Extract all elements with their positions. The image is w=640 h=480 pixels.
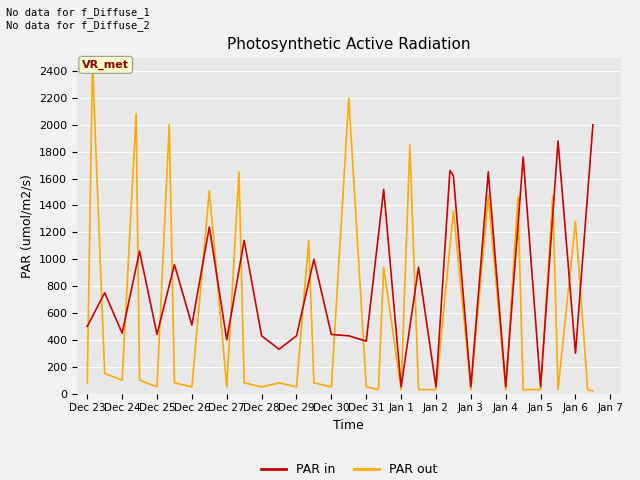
PAR in xyxy=(572,350,579,356)
Title: Photosynthetic Active Radiation: Photosynthetic Active Radiation xyxy=(227,37,470,52)
PAR in xyxy=(275,347,283,352)
PAR in xyxy=(310,256,318,262)
PAR out xyxy=(89,60,97,66)
PAR in xyxy=(537,384,545,390)
Line: PAR in: PAR in xyxy=(87,125,593,387)
PAR out xyxy=(467,387,475,393)
PAR out xyxy=(275,380,283,386)
PAR out xyxy=(589,388,596,394)
PAR in xyxy=(258,333,266,339)
PAR out xyxy=(449,208,457,214)
Legend: PAR in, PAR out: PAR in, PAR out xyxy=(255,458,442,480)
PAR out xyxy=(310,380,318,386)
PAR out xyxy=(328,384,335,390)
Y-axis label: PAR (umol/m2/s): PAR (umol/m2/s) xyxy=(20,174,33,277)
PAR out xyxy=(572,219,579,225)
PAR in xyxy=(153,332,161,337)
PAR out xyxy=(101,371,109,376)
X-axis label: Time: Time xyxy=(333,419,364,432)
PAR out xyxy=(362,384,370,390)
PAR out xyxy=(171,380,179,386)
PAR out xyxy=(165,122,173,128)
PAR out xyxy=(432,387,440,393)
PAR in xyxy=(415,264,422,270)
PAR in xyxy=(118,330,126,336)
PAR out xyxy=(292,384,300,390)
PAR in xyxy=(223,337,230,343)
PAR out xyxy=(188,384,196,390)
PAR in xyxy=(292,333,300,339)
PAR out xyxy=(153,384,161,390)
PAR in xyxy=(362,338,370,344)
PAR in xyxy=(397,384,405,390)
PAR out xyxy=(241,380,248,386)
PAR out xyxy=(397,387,405,393)
PAR out xyxy=(205,188,213,193)
PAR out xyxy=(374,387,382,393)
PAR in xyxy=(519,154,527,160)
PAR out xyxy=(502,387,509,393)
PAR out xyxy=(406,142,413,148)
PAR out xyxy=(380,264,387,270)
PAR out xyxy=(537,387,545,393)
PAR in xyxy=(188,322,196,328)
PAR out xyxy=(549,193,557,199)
Text: No data for f_Diffuse_1
No data for f_Diffuse_2: No data for f_Diffuse_1 No data for f_Di… xyxy=(6,7,150,31)
PAR out xyxy=(345,95,353,101)
PAR out xyxy=(235,169,243,175)
PAR in xyxy=(449,173,457,179)
PAR in xyxy=(205,224,213,230)
PAR in xyxy=(502,384,509,390)
PAR out xyxy=(554,387,562,393)
PAR in xyxy=(345,333,353,339)
PAR in xyxy=(589,122,596,128)
PAR in xyxy=(467,384,475,390)
PAR out xyxy=(415,387,422,393)
PAR in xyxy=(83,324,91,329)
Line: PAR out: PAR out xyxy=(87,63,593,391)
PAR out xyxy=(83,380,91,386)
PAR out xyxy=(584,387,591,393)
PAR out xyxy=(514,194,522,200)
PAR in xyxy=(101,290,109,296)
PAR in xyxy=(241,238,248,243)
PAR out xyxy=(136,377,143,383)
PAR out xyxy=(223,384,230,390)
PAR out xyxy=(258,384,266,390)
PAR in xyxy=(446,168,454,173)
PAR in xyxy=(171,262,179,267)
PAR in xyxy=(554,138,562,144)
Text: VR_met: VR_met xyxy=(82,60,129,70)
PAR out xyxy=(118,377,126,383)
PAR out xyxy=(484,193,492,199)
PAR in xyxy=(380,186,387,192)
PAR in xyxy=(328,332,335,337)
PAR out xyxy=(519,387,527,393)
PAR out xyxy=(305,238,312,243)
PAR out xyxy=(132,111,140,117)
PAR in xyxy=(136,248,143,254)
PAR in xyxy=(484,169,492,175)
PAR in xyxy=(432,384,440,390)
